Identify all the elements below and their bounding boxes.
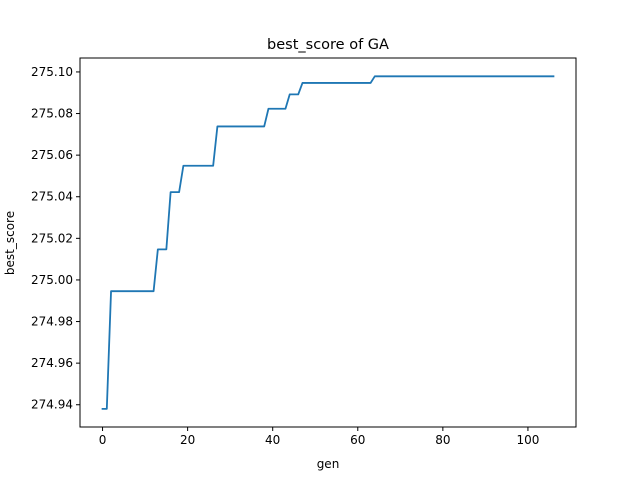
x-tick-label: 0 <box>99 433 107 447</box>
x-tick-label: 80 <box>435 433 450 447</box>
y-tick-label: 275.04 <box>31 190 73 204</box>
x-tick-label: 100 <box>516 433 539 447</box>
x-tick-label: 40 <box>265 433 280 447</box>
plot-frame <box>79 57 577 428</box>
chart-title: best_score of GA <box>267 37 389 53</box>
y-tick-label: 275.10 <box>31 65 73 79</box>
x-tick-label: 60 <box>350 433 365 447</box>
axis-ticks: 0 20 40 60 80 100 274.94 274.96 274.98 275.00 275.… <box>31 65 539 447</box>
y-tick-label: 274.96 <box>31 356 73 370</box>
x-tick-label: 20 <box>180 433 195 447</box>
y-tick-label: 275.00 <box>31 273 73 287</box>
y-tick-label: 275.06 <box>31 148 73 162</box>
y-tick-label: 274.98 <box>31 315 73 329</box>
y-tick-label: 274.94 <box>31 398 73 412</box>
y-tick-label: 275.02 <box>31 231 73 245</box>
series-line <box>101 75 555 410</box>
y-tick-label: 275.08 <box>31 107 73 121</box>
plot-area <box>101 75 555 410</box>
y-axis-label: best_score <box>3 211 17 275</box>
x-axis-label: gen <box>317 457 340 471</box>
